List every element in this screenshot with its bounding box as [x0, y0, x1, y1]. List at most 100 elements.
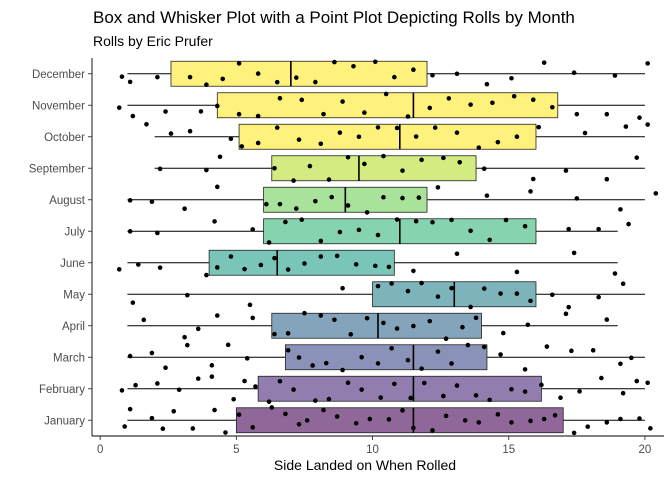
point-june-9	[285, 267, 291, 272]
point-april-19	[500, 330, 506, 336]
point-january-29	[552, 413, 558, 418]
point-february-29	[599, 375, 604, 381]
point-may-1	[185, 292, 190, 298]
point-february-2	[155, 381, 160, 386]
point-august-16	[528, 189, 533, 194]
point-july-11	[394, 217, 400, 222]
point-december-2	[155, 74, 160, 80]
point-february-0	[119, 388, 125, 393]
point-august-15	[484, 193, 490, 198]
point-may-8	[435, 294, 441, 299]
point-march-23	[544, 344, 550, 349]
point-january-4	[171, 408, 177, 414]
point-january-24	[476, 420, 482, 425]
point-april-13	[394, 326, 400, 331]
point-april-15	[427, 318, 433, 324]
point-june-6	[242, 266, 247, 272]
point-april-9	[332, 317, 337, 323]
point-january-12	[296, 422, 302, 427]
point-february-27	[558, 395, 563, 401]
point-february-13	[326, 396, 332, 402]
point-january-30	[571, 430, 577, 436]
point-june-15	[386, 264, 392, 270]
point-august-17	[574, 196, 580, 201]
point-january-17	[367, 416, 373, 422]
box-september	[271, 155, 477, 182]
box-october	[238, 123, 537, 150]
point-october-13	[413, 134, 419, 139]
point-september-9	[381, 153, 386, 159]
point-march-1	[149, 350, 155, 356]
point-august-7	[313, 198, 318, 204]
point-december-17	[454, 71, 460, 77]
point-october-6	[274, 125, 280, 130]
point-september-8	[362, 161, 367, 167]
point-december-6	[236, 61, 242, 66]
point-may-2	[247, 302, 253, 308]
point-february-25	[522, 389, 528, 394]
point-february-30	[620, 390, 626, 396]
point-october-20	[582, 130, 588, 136]
point-may-4	[375, 283, 381, 289]
point-october-4	[239, 144, 245, 149]
point-january-15	[334, 414, 340, 419]
point-november-20	[550, 104, 555, 110]
point-january-11	[283, 411, 288, 417]
point-january-0	[122, 424, 127, 429]
point-may-16	[566, 304, 571, 310]
point-february-8	[253, 384, 258, 389]
point-december-1	[127, 79, 133, 85]
point-august-10	[364, 210, 370, 215]
point-september-13	[457, 159, 463, 165]
y-tick-label-december: December	[32, 69, 85, 81]
point-february-16	[378, 395, 384, 400]
point-january-16	[353, 420, 359, 426]
point-march-10	[323, 360, 329, 366]
point-april-22	[604, 317, 610, 322]
point-january-27	[528, 418, 533, 424]
point-june-16	[411, 268, 416, 274]
point-october-2	[187, 128, 193, 134]
x-axis-title: Side Landed on When Rolled	[274, 457, 456, 473]
point-november-3	[198, 109, 204, 114]
point-april-4	[250, 315, 256, 321]
point-december-20	[541, 60, 547, 65]
point-may-7	[419, 280, 424, 286]
point-october-12	[394, 125, 400, 131]
point-january-9	[250, 425, 256, 430]
point-march-4	[209, 363, 215, 368]
point-april-0	[141, 317, 147, 323]
point-december-14	[392, 74, 397, 80]
point-march-6	[244, 356, 250, 361]
point-july-18	[522, 223, 528, 229]
point-november-12	[383, 91, 389, 97]
point-april-3	[214, 313, 220, 318]
point-november-11	[362, 110, 367, 115]
box-november	[216, 92, 559, 119]
point-september-1	[204, 167, 209, 173]
point-april-8	[318, 313, 324, 318]
point-september-0	[157, 166, 163, 172]
point-march-27	[629, 355, 634, 361]
point-july-12	[413, 218, 419, 224]
y-tick-label-september: September	[29, 163, 85, 175]
point-october-18	[514, 134, 520, 140]
point-january-21	[430, 428, 435, 433]
point-march-16	[419, 366, 424, 371]
point-april-16	[443, 336, 449, 341]
point-october-1	[168, 131, 174, 136]
point-march-0	[127, 353, 133, 359]
point-april-2	[195, 326, 201, 332]
point-february-20	[441, 393, 446, 399]
point-may-12	[498, 291, 503, 296]
point-july-1	[155, 230, 160, 236]
point-june-12	[334, 253, 340, 259]
point-march-5	[225, 342, 231, 348]
point-september-7	[345, 154, 351, 160]
y-tick-label-february: February	[39, 384, 85, 396]
point-november-15	[446, 96, 452, 101]
point-march-14	[389, 346, 394, 351]
point-july-15	[468, 228, 473, 234]
point-february-24	[509, 386, 514, 392]
point-december-7	[255, 71, 261, 76]
